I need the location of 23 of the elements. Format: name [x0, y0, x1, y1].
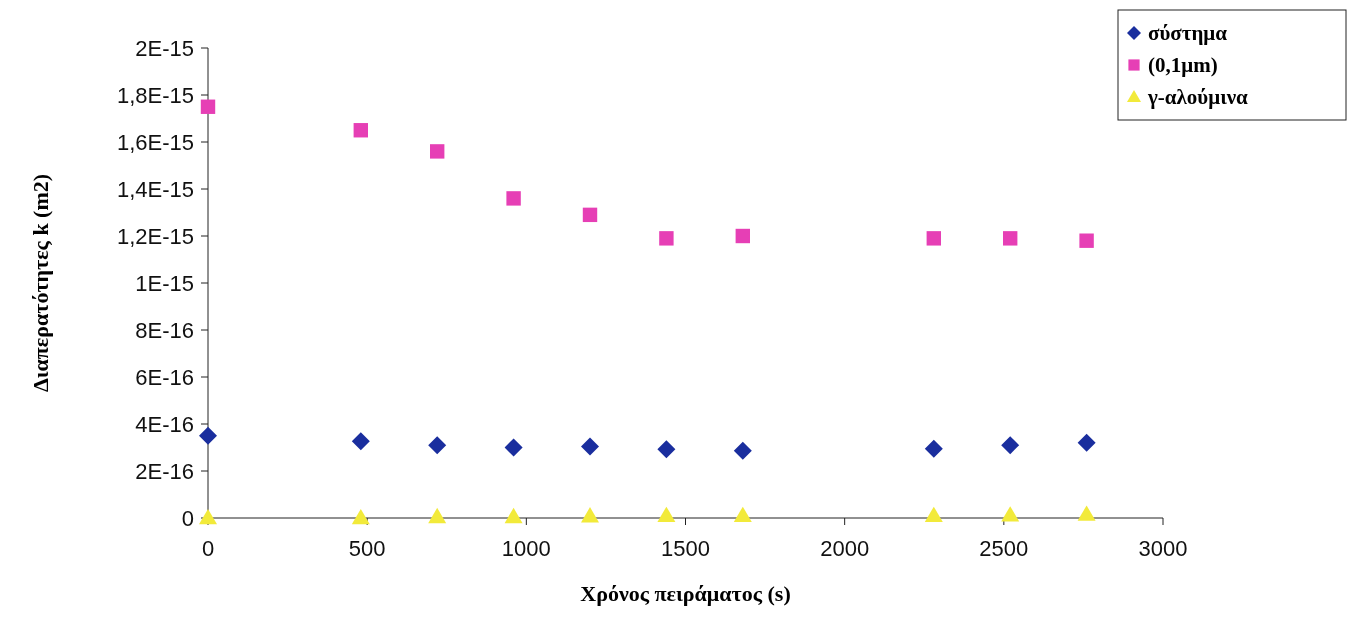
x-tick-label: 2500: [979, 536, 1029, 561]
y-axis-title: Διαπερατότητες k (m2): [28, 173, 53, 393]
x-tick-label: 1000: [501, 536, 551, 561]
y-tick-label: 1,2E-15: [116, 223, 194, 249]
y-tick-label: 0: [181, 505, 194, 531]
y-tick-label: 4E-16: [135, 411, 194, 437]
x-tick-label: 0: [201, 536, 215, 561]
y-tick-label: 6E-16: [135, 364, 194, 390]
y-tick-label: 2E-15: [135, 35, 194, 61]
x-tick-label: 1500: [661, 536, 710, 561]
y-tick-label: 1E-15: [135, 270, 194, 296]
x-tick-label: 2000: [820, 536, 870, 561]
x-tick-label: 500: [348, 536, 386, 561]
y-tick-label: 1,4E-15: [116, 176, 194, 202]
x-axis-title: Χρόνος πειράματος (s): [580, 581, 791, 606]
y-tick-label: 8E-16: [135, 317, 194, 343]
y-tick-label: 2E-16: [135, 458, 194, 484]
y-tick-label: 1,6E-15: [116, 129, 194, 155]
y-tick-label: 1,8E-15: [116, 82, 194, 108]
legend-label: (0,1μm): [1148, 53, 1218, 78]
legend-label: γ-αλούμινα: [1147, 85, 1249, 110]
x-tick-label: 3000: [1138, 536, 1188, 561]
legend-label: σύστημα: [1148, 21, 1228, 46]
